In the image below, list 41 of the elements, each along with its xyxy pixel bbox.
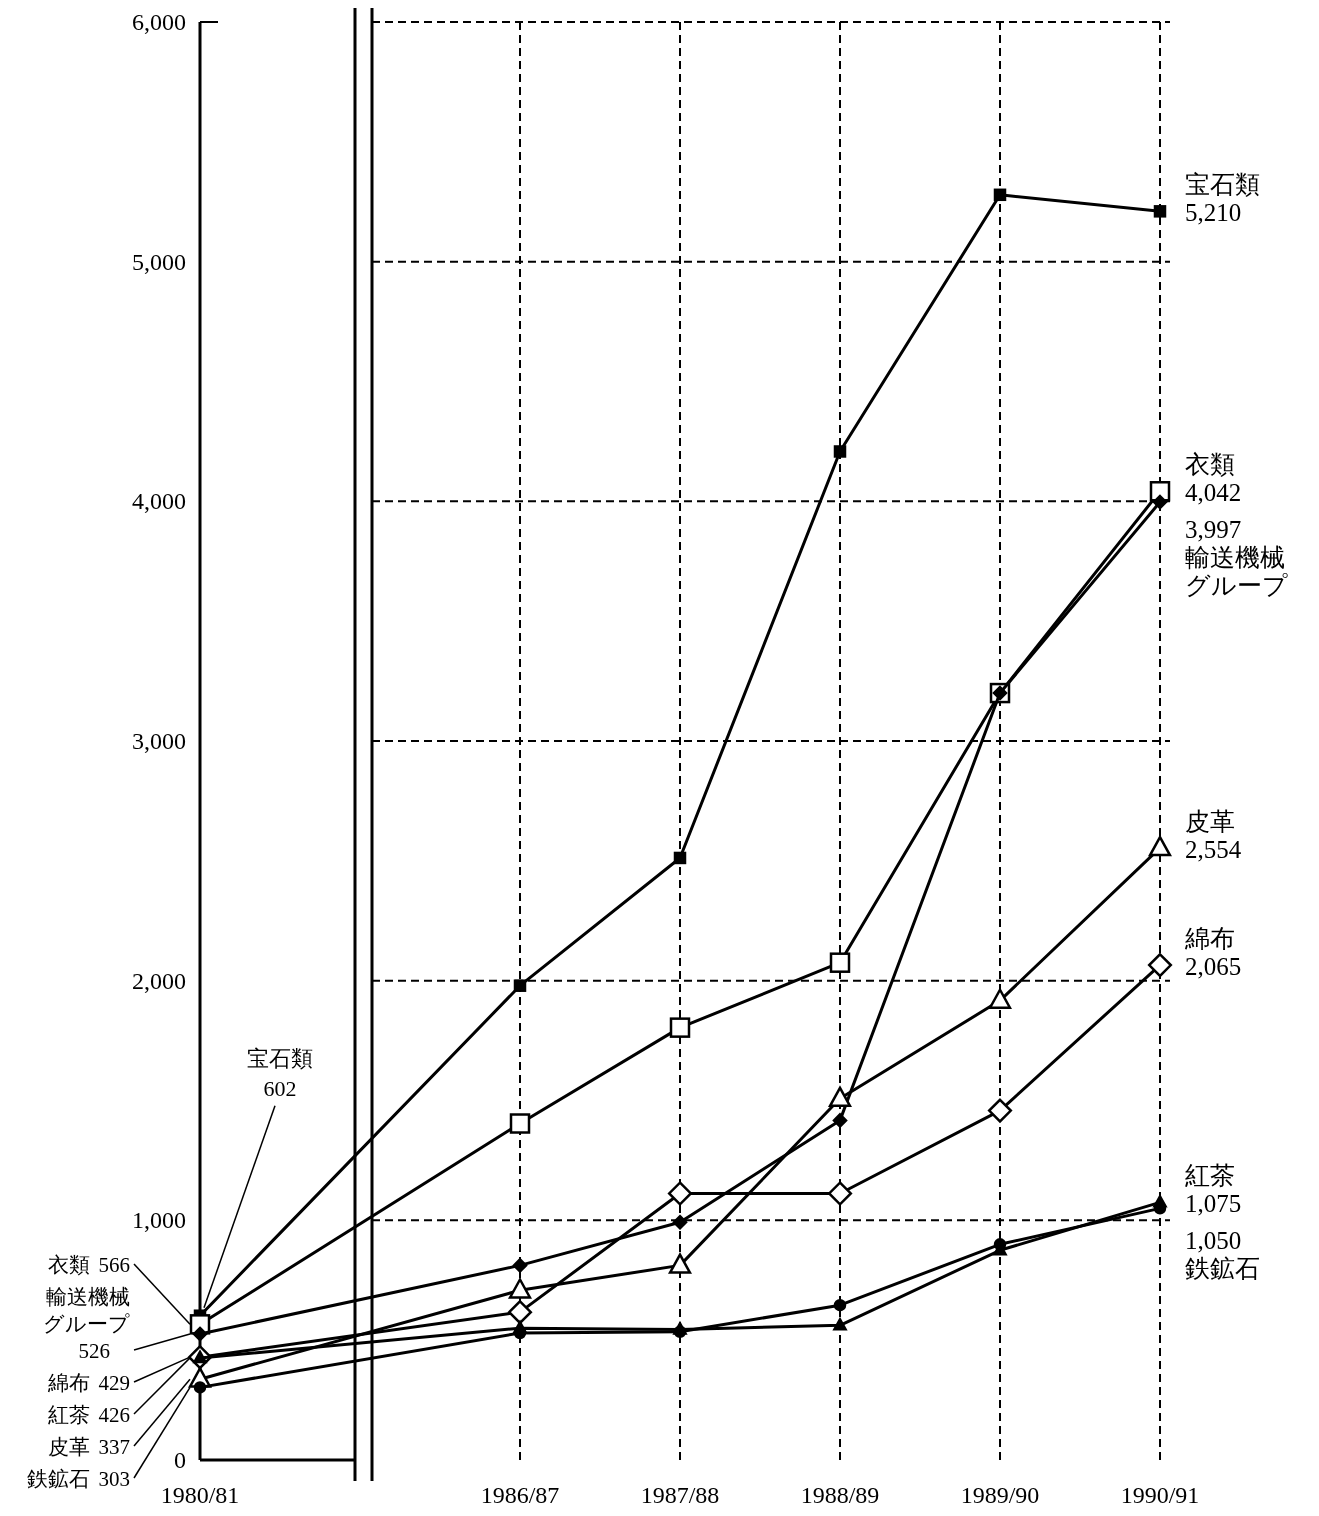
- series-label: 綿布: [1184, 925, 1235, 953]
- x-tick-label: 1980/81: [160, 1482, 240, 1508]
- text: 鉄鉱石: [27, 1467, 90, 1491]
- data-label: 2,065: [1185, 953, 1242, 981]
- series-label: 宝石類: [1185, 171, 1260, 199]
- x-tick-label: 1986/87: [480, 1482, 560, 1508]
- x-tick-label: 1987/88: [640, 1482, 720, 1508]
- text: 綿布: [48, 1371, 90, 1395]
- data-label: 303: [98, 1467, 130, 1491]
- data-label: 337: [98, 1435, 130, 1459]
- series-label: 輸送機械グループ: [1185, 544, 1288, 600]
- y-tick-label: 2,000: [132, 967, 186, 994]
- series-label: 鉄鉱石: [1185, 1255, 1260, 1283]
- data-label: 3,997: [1185, 516, 1242, 544]
- data-label: 602: [263, 1075, 297, 1101]
- y-tick-label: 5,000: [132, 248, 186, 275]
- data-label: 2,554: [1185, 835, 1242, 863]
- y-tick-label: 4,000: [132, 488, 186, 515]
- text: 衣類: [48, 1253, 90, 1277]
- x-tick-label: 1988/89: [800, 1482, 880, 1508]
- x-tick-label: 1989/90: [960, 1482, 1040, 1508]
- text: 輸送機械グループ: [43, 1285, 130, 1336]
- y-tick-label: 3,000: [132, 728, 186, 754]
- text: 皮革: [48, 1435, 90, 1459]
- series-label: 衣類: [1185, 451, 1235, 479]
- y-tick-label: 0: [174, 1447, 186, 1473]
- data-label: 4,042: [1185, 479, 1242, 507]
- y-tick-label: 1,000: [132, 1207, 186, 1234]
- data-label: 426: [98, 1403, 130, 1427]
- x-tick-label: 1990/91: [1120, 1482, 1200, 1508]
- data-label: 526: [78, 1339, 110, 1363]
- data-label: 566: [98, 1253, 130, 1277]
- series-label: 皮革: [1185, 807, 1235, 835]
- data-label: 1,075: [1185, 1190, 1242, 1218]
- data-label: 5,210: [1185, 199, 1242, 227]
- text: 宝石類: [247, 1045, 313, 1071]
- series-label: 紅茶: [1185, 1162, 1235, 1190]
- data-label: 429: [98, 1371, 130, 1395]
- text: 紅茶: [48, 1403, 90, 1427]
- y-tick-label: 6,000: [132, 9, 186, 35]
- data-label: 1,050: [1185, 1227, 1242, 1255]
